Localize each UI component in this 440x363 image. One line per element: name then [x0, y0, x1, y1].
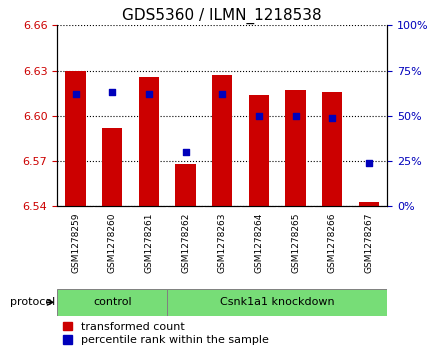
Legend: transformed count, percentile rank within the sample: transformed count, percentile rank withi…: [63, 322, 268, 346]
Point: [365, 160, 372, 166]
Text: GSM1278259: GSM1278259: [71, 213, 80, 273]
Point: [182, 149, 189, 155]
Point: [72, 91, 79, 97]
Bar: [359, 202, 379, 206]
Point: [109, 89, 116, 95]
Point: [292, 113, 299, 119]
Text: Csnk1a1 knockdown: Csnk1a1 knockdown: [220, 297, 334, 307]
Point: [219, 91, 226, 97]
Bar: [139, 77, 159, 206]
Text: GSM1278267: GSM1278267: [364, 213, 374, 273]
Bar: [176, 164, 196, 206]
Bar: [286, 90, 306, 206]
Text: GSM1278261: GSM1278261: [144, 213, 154, 273]
Text: control: control: [93, 297, 132, 307]
Bar: [212, 75, 232, 206]
Text: GSM1278260: GSM1278260: [108, 213, 117, 273]
Point: [329, 115, 336, 121]
Bar: [102, 128, 122, 206]
Bar: [66, 71, 86, 206]
Text: GSM1278264: GSM1278264: [254, 213, 264, 273]
Text: protocol: protocol: [10, 297, 55, 307]
Point: [145, 91, 152, 97]
Bar: [249, 95, 269, 206]
Title: GDS5360 / ILMN_1218538: GDS5360 / ILMN_1218538: [122, 8, 322, 24]
Bar: [167, 289, 387, 316]
Bar: [322, 92, 342, 206]
Text: GSM1278262: GSM1278262: [181, 213, 190, 273]
Text: GSM1278265: GSM1278265: [291, 213, 300, 273]
Bar: [57, 289, 167, 316]
Point: [255, 113, 262, 119]
Text: GSM1278263: GSM1278263: [218, 213, 227, 273]
Text: GSM1278266: GSM1278266: [328, 213, 337, 273]
